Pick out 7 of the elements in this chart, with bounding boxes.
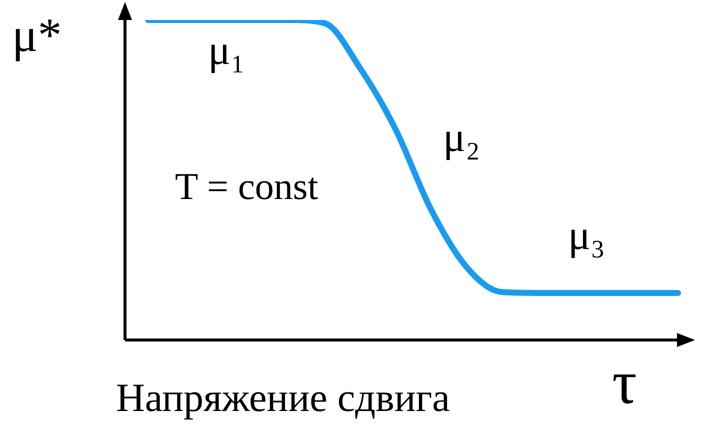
annotation: μ₃ (568, 213, 606, 259)
annotation: T = const (175, 166, 318, 208)
x-axis-title: Напряжение сдвига (116, 375, 450, 420)
annotation: μ₁ (208, 28, 246, 74)
text: τ (612, 349, 637, 417)
annotation: μ₂ (443, 115, 480, 161)
y-axis-title: μ* (12, 9, 62, 62)
